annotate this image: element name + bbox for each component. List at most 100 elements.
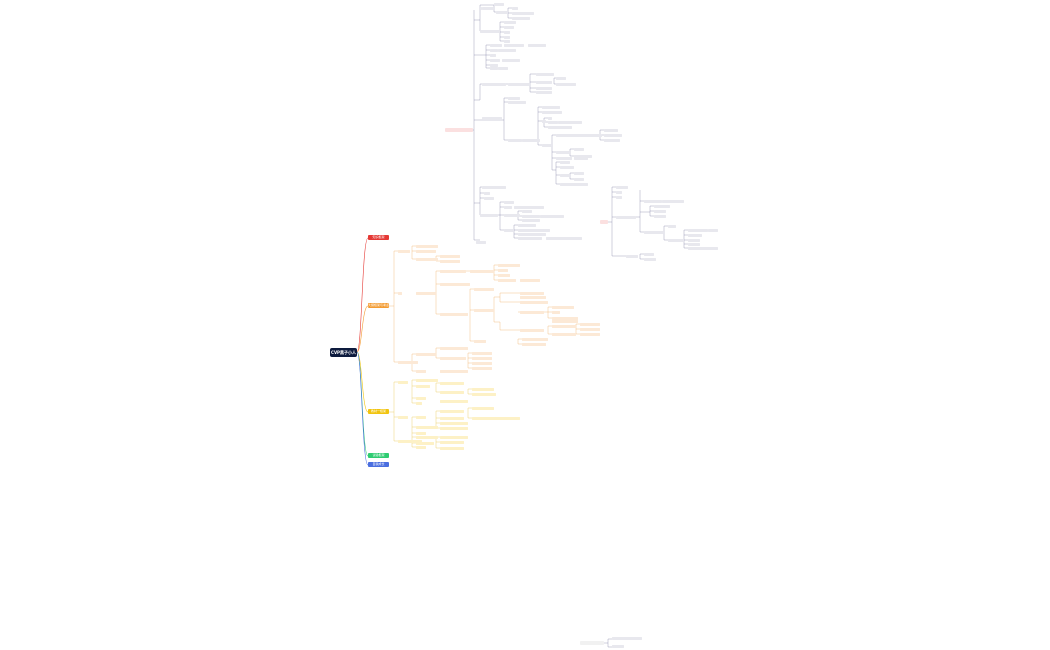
mindmap-node[interactable]: [470, 269, 494, 273]
mindmap-node[interactable]: [482, 116, 502, 120]
mindmap-node[interactable]: [580, 332, 600, 336]
mindmap-node[interactable]: [472, 361, 492, 365]
mindmap-node[interactable]: [604, 128, 618, 132]
mindmap-node[interactable]: [518, 223, 536, 227]
mindmap-node[interactable]: [440, 346, 468, 350]
mindmap-node[interactable]: [490, 63, 498, 67]
mindmap-node[interactable]: [644, 252, 654, 256]
mindmap-node[interactable]: [668, 238, 684, 242]
mindmap-node[interactable]: [512, 16, 530, 20]
mindmap-node[interactable]: [498, 263, 520, 267]
mindmap-node[interactable]: [536, 86, 552, 90]
mindmap-node[interactable]: [398, 291, 402, 295]
mindmap-node[interactable]: [440, 269, 466, 273]
mindmap-node[interactable]: [556, 156, 572, 160]
mindmap-node[interactable]: [654, 209, 666, 213]
mindmap-node[interactable]: [416, 369, 426, 373]
mindmap-node[interactable]: [522, 218, 540, 222]
mindmap-node[interactable]: [558, 120, 582, 124]
mindmap-node[interactable]: [518, 232, 546, 236]
mindmap-node[interactable]: [504, 213, 520, 217]
mindmap-node[interactable]: [518, 236, 542, 240]
mindmap-node[interactable]: [528, 43, 546, 47]
mindmap-node[interactable]: [540, 214, 564, 218]
mindmap-node[interactable]: [484, 196, 494, 200]
mindmap-node[interactable]: [552, 310, 560, 314]
mindmap-node[interactable]: [440, 356, 466, 360]
mindmap-node[interactable]: [574, 154, 592, 158]
mindmap-node[interactable]: [472, 406, 494, 410]
mindmap-node[interactable]: [480, 213, 498, 217]
mindmap-node[interactable]: [440, 421, 468, 425]
mindmap-node[interactable]: [536, 72, 554, 76]
mindmap-node[interactable]: [482, 82, 506, 86]
branch-syllabus-framework[interactable]: 大纲框架与考点: [368, 303, 390, 308]
mindmap-node[interactable]: [490, 58, 500, 62]
branch-exam-framework[interactable]: 试验框架: [368, 453, 389, 458]
mindmap-node[interactable]: [504, 43, 524, 47]
mindmap-node[interactable]: [574, 156, 588, 160]
mindmap-node[interactable]: [688, 228, 708, 232]
mindmap-node[interactable]: [416, 291, 436, 295]
mindmap-node[interactable]: [498, 278, 516, 282]
mindmap-node[interactable]: [556, 76, 566, 80]
mindmap-node[interactable]: [688, 238, 700, 242]
mindmap-node[interactable]: [520, 300, 548, 304]
mindmap-node[interactable]: [616, 195, 622, 199]
mindmap-node[interactable]: [504, 39, 510, 43]
mindmap-node[interactable]: [520, 278, 540, 282]
mindmap-node[interactable]: [480, 29, 500, 33]
mindmap-node[interactable]: [504, 20, 516, 24]
mindmap-node[interactable]: [536, 90, 552, 94]
mindmap-node[interactable]: [440, 390, 464, 394]
mindmap-node[interactable]: [542, 110, 562, 114]
mindmap-node[interactable]: [472, 387, 494, 391]
mindmap-node[interactable]: [560, 173, 570, 177]
branch-textbook-framework[interactable]: 教材一框架: [368, 409, 389, 414]
mindmap-node[interactable]: [654, 204, 670, 208]
mindmap-node[interactable]: [416, 396, 426, 400]
mindmap-node[interactable]: [498, 273, 510, 277]
mindmap-node[interactable]: [416, 425, 438, 429]
mindmap-node[interactable]: [514, 205, 544, 209]
mindmap-node[interactable]: [472, 416, 498, 420]
mindmap-node[interactable]: [574, 171, 584, 175]
mindmap-node[interactable]: [484, 191, 490, 195]
mindmap-node[interactable]: [472, 366, 492, 370]
mindmap-node[interactable]: [440, 446, 464, 450]
mindmap-node[interactable]: [496, 10, 508, 14]
mindmap-node[interactable]: [494, 2, 504, 6]
mindmap-node[interactable]: [556, 133, 596, 137]
mindmap-node[interactable]: [416, 244, 438, 248]
mindmap-node[interactable]: [398, 380, 408, 384]
mindmap-node[interactable]: [474, 287, 494, 291]
mindmap-node[interactable]: [502, 58, 520, 62]
mindmap-node[interactable]: [498, 268, 508, 272]
mindmap-node[interactable]: [474, 308, 494, 312]
mindmap-node[interactable]: [504, 35, 510, 39]
mindmap-node[interactable]: [480, 6, 482, 10]
mindmap-node[interactable]: [416, 378, 438, 382]
mindmap-node[interactable]: [490, 53, 496, 57]
mindmap-node[interactable]: [560, 160, 570, 164]
root-node[interactable]: CVP黑子小人: [330, 348, 357, 357]
branch-knowledge-framework[interactable]: 知识框架: [368, 235, 389, 240]
mindmap-node[interactable]: [546, 236, 582, 240]
mindmap-node[interactable]: [644, 230, 664, 234]
mindmap-node[interactable]: [616, 190, 622, 194]
mindmap-node[interactable]: [548, 120, 558, 124]
mindmap-node[interactable]: [616, 215, 636, 219]
mindmap-node[interactable]: [440, 381, 464, 385]
mindmap-node[interactable]: [398, 439, 422, 443]
floating-node[interactable]: [580, 641, 604, 645]
mindmap-node[interactable]: [474, 339, 486, 343]
mindmap-node[interactable]: [416, 384, 430, 388]
mindmap-node[interactable]: [472, 392, 496, 396]
mindmap-node[interactable]: [644, 199, 662, 203]
mindmap-node[interactable]: [626, 254, 638, 258]
mindmap-node[interactable]: [542, 143, 552, 147]
mindmap-node[interactable]: [552, 324, 576, 328]
mindmap-node[interactable]: [490, 43, 502, 47]
mindmap-node[interactable]: [398, 360, 418, 364]
mindmap-node[interactable]: [522, 209, 532, 213]
